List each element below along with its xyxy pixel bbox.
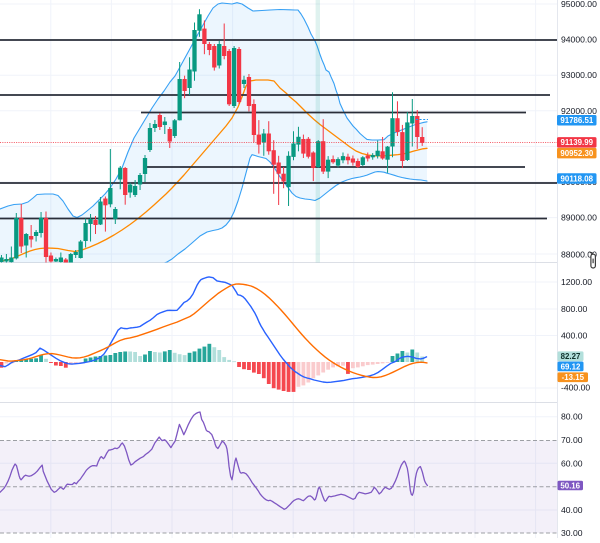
svg-text:-13.15: -13.15 [562, 373, 585, 382]
svg-text:40.00: 40.00 [561, 505, 583, 515]
svg-text:1200.00: 1200.00 [561, 277, 592, 287]
svg-text:69.12: 69.12 [561, 362, 581, 371]
svg-text:70.00: 70.00 [561, 435, 583, 445]
svg-text:91786.51: 91786.51 [560, 116, 594, 125]
svg-text:82.27: 82.27 [561, 352, 581, 361]
svg-text:90118.08: 90118.08 [561, 175, 594, 184]
svg-text:400.00: 400.00 [561, 331, 588, 341]
svg-text:89000.00: 89000.00 [561, 213, 597, 223]
svg-text:92000.00: 92000.00 [561, 106, 597, 116]
svg-text:94000.00: 94000.00 [561, 35, 597, 45]
svg-text:91139.99: 91139.99 [561, 138, 594, 147]
svg-text:30.00: 30.00 [561, 528, 583, 538]
svg-text:-400.00: -400.00 [561, 383, 590, 393]
svg-text:90952.30: 90952.30 [560, 149, 594, 158]
svg-text:60.00: 60.00 [561, 458, 583, 468]
svg-text:93000.00: 93000.00 [561, 70, 597, 80]
svg-text:95000.00: 95000.00 [561, 0, 597, 9]
svg-text:80.00: 80.00 [561, 412, 583, 422]
svg-text:50.16: 50.16 [560, 481, 580, 490]
svg-text:800.00: 800.00 [561, 304, 588, 314]
